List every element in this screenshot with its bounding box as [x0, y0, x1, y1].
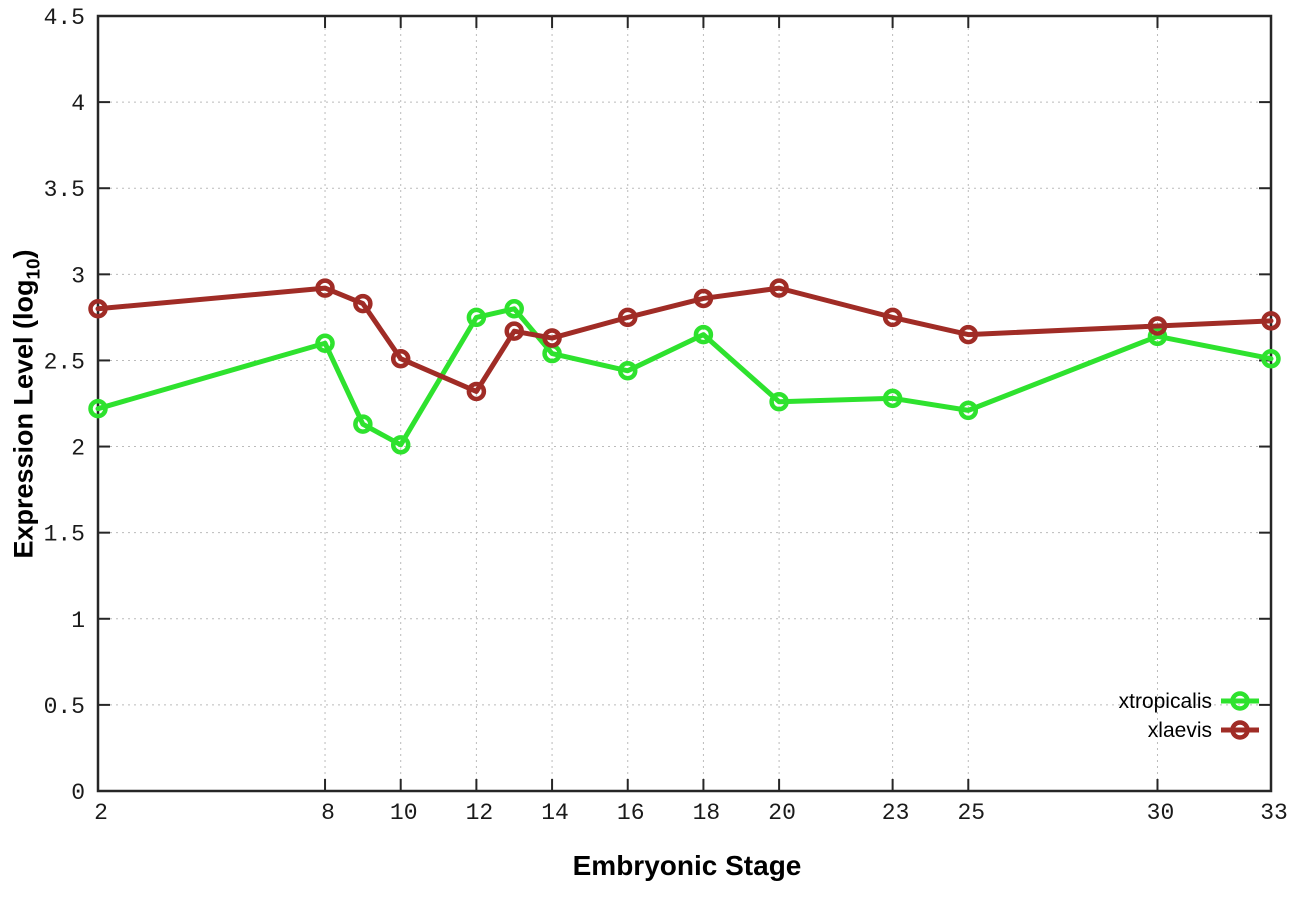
x-tick-label: 18 [693, 800, 721, 826]
y-tick-label: 2 [71, 436, 85, 462]
plot-border [96, 14, 1273, 793]
data-point-marker-xlaevis [390, 348, 411, 369]
x-tick-label: 2 [94, 800, 108, 826]
data-point-marker-xlaevis [617, 307, 638, 328]
data-point-marker-xtropicalis [504, 299, 524, 319]
x-tick-label: 8 [321, 800, 335, 826]
data-point-marker-xtropicalis [1147, 326, 1168, 347]
data-point-marker-xlaevis [1147, 316, 1168, 336]
y-tick-label: 3.5 [44, 177, 85, 203]
data-point-marker-xtropicalis [315, 333, 335, 353]
y-tick-label: 1.5 [44, 522, 85, 548]
y-axis-title-subscript: 10 [23, 258, 45, 280]
data-point-marker-xtropicalis [958, 400, 979, 421]
x-axis-title: Embryonic Stage [573, 850, 802, 882]
y-tick-label: 1 [71, 608, 85, 634]
data-point-marker-xtropicalis [390, 435, 411, 455]
legend-sample-marker-xtropicalis [1230, 691, 1250, 711]
data-point-marker-xlaevis [693, 288, 714, 309]
data-point-marker-xtropicalis [353, 414, 373, 434]
x-tick-label: 16 [617, 800, 645, 826]
y-axis-title-text: Expression Level (log [8, 279, 39, 559]
data-point-marker-xtropicalis [1261, 348, 1281, 369]
y-axis-title-suffix: ) [8, 249, 39, 259]
legend-sample-marker-xlaevis [1230, 720, 1250, 740]
data-point-marker-xlaevis [1261, 311, 1281, 331]
data-point-marker-xtropicalis [88, 398, 108, 419]
x-tick-label: 25 [957, 800, 985, 826]
y-tick-label: 4.5 [44, 5, 85, 31]
legend-label-xtropicalis: xtropicalis [1119, 690, 1212, 713]
x-tick-label: 33 [1260, 800, 1288, 826]
x-tick-label: 10 [390, 800, 418, 826]
y-tick-label: 4 [71, 91, 85, 117]
data-point-marker-xlaevis [353, 293, 373, 314]
data-point-marker-xlaevis [882, 307, 903, 328]
y-axis-title: Expression Level (log10) [8, 249, 45, 559]
data-point-marker-xtropicalis [466, 307, 487, 328]
data-point-marker-xtropicalis [769, 392, 789, 412]
data-point-marker-xtropicalis [693, 324, 714, 345]
x-axis-title-text: Embryonic Stage [572, 850, 802, 881]
data-point-marker-xlaevis [958, 324, 979, 345]
data-point-marker-xlaevis [542, 328, 562, 348]
y-tick-label: 3 [71, 263, 85, 289]
x-tick-label: 30 [1147, 800, 1175, 826]
x-tick-label: 14 [541, 800, 569, 826]
data-point-marker-xlaevis [315, 278, 335, 298]
y-tick-label: 0.5 [44, 694, 85, 720]
data-point-marker-xlaevis [88, 299, 108, 319]
x-tick-label: 12 [466, 800, 494, 826]
x-tick-label: 23 [882, 800, 910, 826]
x-tick-label: 20 [768, 800, 796, 826]
series-line-xlaevis [95, 285, 1274, 394]
data-point-marker-xtropicalis [882, 388, 903, 409]
legend-label-xlaevis: xlaevis [1148, 719, 1212, 742]
data-point-marker-xlaevis [769, 278, 789, 298]
data-point-marker-xlaevis [466, 381, 487, 402]
y-tick-label: 2.5 [44, 349, 85, 375]
y-tick-label: 0 [71, 780, 85, 806]
data-point-marker-xlaevis [504, 321, 524, 341]
data-point-marker-xtropicalis [617, 361, 638, 381]
